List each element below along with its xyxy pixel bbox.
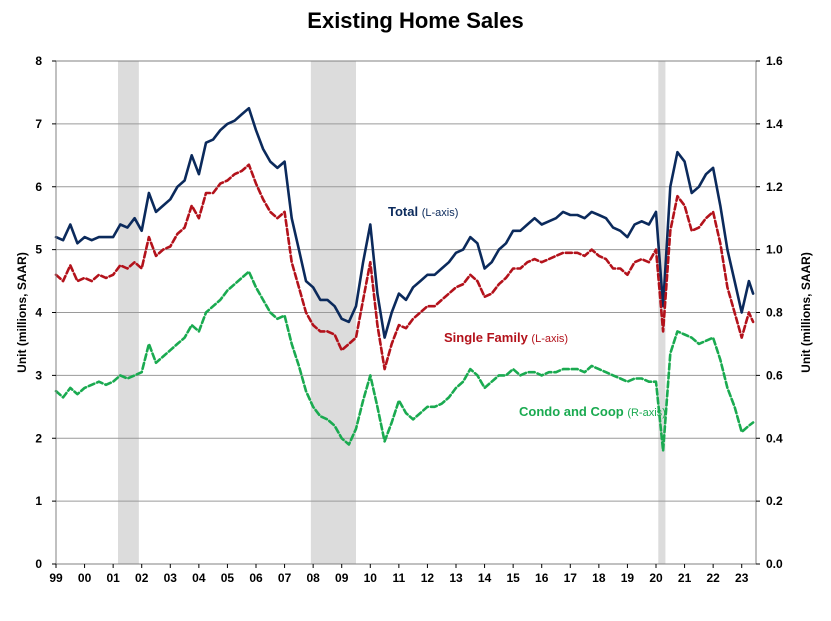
y-tick-right: 1.4 [766,117,783,131]
series-label-total: Total (L-axis) [388,204,458,219]
y-tick-right: 1.0 [766,243,783,257]
series-layer [54,106,755,453]
x-tick: 04 [192,571,206,585]
chart-title: Existing Home Sales [307,8,524,33]
series-label-condo-and-coop: Condo and Coop (R-axis) [519,404,666,419]
x-tick: 13 [449,571,463,585]
x-tick: 21 [678,571,692,585]
x-tick: 09 [335,571,349,585]
y-axis-title-right: Unit (millions, SAAR) [799,252,813,373]
x-tick: 99 [49,571,63,585]
y-tick-right: 0.0 [766,557,783,571]
series-line-single-family [54,163,755,371]
x-tick: 12 [421,571,435,585]
x-tick: 23 [735,571,749,585]
series-line-condo-and-coop [54,270,755,453]
x-tick: 00 [78,571,92,585]
y-tick-left: 4 [35,306,42,320]
x-tick: 11 [393,571,406,585]
y-tick-left: 0 [35,557,42,571]
x-tick: 02 [135,571,149,585]
x-tick: 20 [649,571,663,585]
y-tick-right: 0.4 [766,431,783,445]
x-tick: 15 [506,571,520,585]
y-tick-left: 8 [35,54,42,68]
y-tick-left: 2 [35,431,42,445]
x-tick: 01 [106,571,120,585]
y-tick-left: 1 [35,494,42,508]
x-tick: 16 [535,571,549,585]
grid-layer [56,60,756,565]
x-tick: 06 [249,571,263,585]
x-tick: 22 [706,571,720,585]
x-tick: 17 [564,571,578,585]
y-tick-left: 7 [35,117,42,131]
y-tick-right: 0.8 [766,306,783,320]
series-line-total [54,106,755,339]
y-tick-right: 0.6 [766,368,783,382]
x-tick: 10 [364,571,378,585]
x-tick: 08 [306,571,320,585]
y-tick-right: 1.2 [766,180,783,194]
x-tick: 19 [621,571,635,585]
y-tick-left: 6 [35,180,42,194]
y-tick-right: 0.2 [766,494,783,508]
x-tick: 07 [278,571,292,585]
series-label-single-family: Single Family (L-axis) [444,330,568,345]
y-tick-left: 5 [35,243,42,257]
y-tick-left: 3 [35,368,42,382]
x-tick: 05 [221,571,235,585]
y-tick-right: 1.6 [766,54,783,68]
y-axis-title-left: Unit (millions, SAAR) [15,252,29,373]
annotation-layer: Total (L-axis) Single Family (L-axis) Cond… [388,204,666,419]
x-tick: 14 [478,571,492,585]
x-tick: 18 [592,571,606,585]
x-tick: 03 [164,571,178,585]
